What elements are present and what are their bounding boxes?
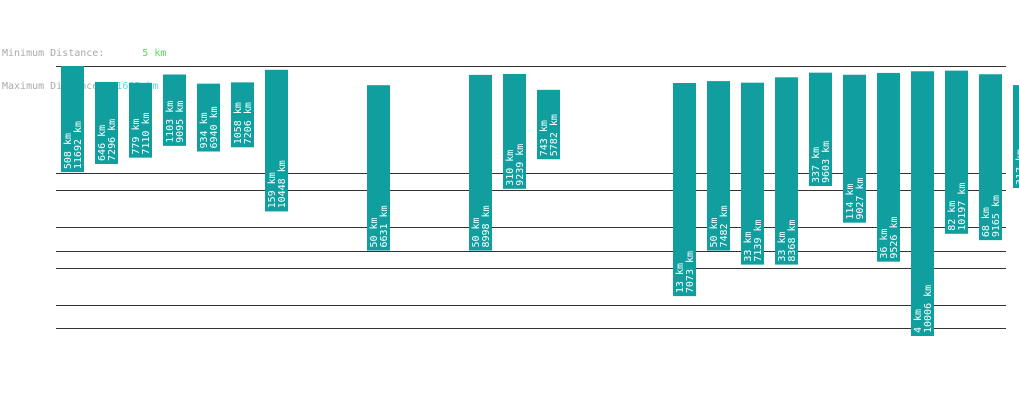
distance-bar: [1013, 85, 1019, 189]
distance-bar-group: 68 km 9165 km: [979, 74, 1002, 241]
bar-min-label: 13 km: [675, 263, 686, 293]
distance-bar-group: 310 km 9239 km: [503, 73, 526, 189]
distance-bar-group: 50 km 6631 km: [367, 85, 390, 251]
bar-min-label: 82 km: [947, 201, 958, 231]
bar-min-label: 36 km: [879, 229, 890, 259]
distance-bar-group: 82 km 10197 km: [945, 70, 968, 234]
distance-bar: [197, 83, 220, 152]
bar-max-label: 7482 km: [719, 205, 730, 247]
bar-min-label: 934 km: [199, 112, 210, 148]
bar-min-label: 743 km: [539, 120, 550, 156]
distance-bar: [945, 70, 968, 234]
bar-min-label: 779 km: [131, 119, 142, 155]
distance-bar-group: 36 km 9526 km: [877, 72, 900, 262]
distance-bar-group: 1058 km 7206 km: [231, 82, 254, 148]
distance-bar-group: 13 km 7073 km: [673, 83, 696, 297]
bar-max-label: 9095 km: [175, 101, 186, 143]
distance-bar: [95, 81, 118, 164]
distance-bar: [979, 74, 1002, 241]
distance-bar: [741, 82, 764, 265]
bar-min-label: 4 km: [913, 309, 924, 333]
distance-bar: [367, 85, 390, 251]
bar-max-label: 9165 km: [991, 195, 1002, 237]
distance-bar-group: 646 km 7296 km: [95, 81, 118, 164]
bar-min-label: 33 km: [743, 231, 754, 261]
bar-min-label: 50 km: [709, 217, 720, 247]
bar-min-label: 337 km: [811, 147, 822, 183]
bar-max-label: 6940 km: [209, 106, 220, 148]
bar-max-label: 6631 km: [379, 205, 390, 247]
distance-bar-group: 114 km 9027 km: [843, 74, 866, 223]
distance-bar: [707, 81, 730, 251]
bar-min-label: 1058 km: [233, 102, 244, 144]
distance-bar-group: 33 km 8368 km: [775, 77, 798, 265]
distance-bar: [163, 74, 186, 146]
bar-min-label: 508 km: [63, 133, 74, 169]
distance-bar-group: 779 km 7110 km: [129, 82, 152, 158]
max-distance-value: 11693 km: [110, 81, 159, 92]
min-distance-label: Minimum Distance:: [2, 48, 105, 59]
bar-max-label: 10197 km: [957, 183, 968, 231]
bar-max-label: 7206 km: [243, 102, 254, 144]
bar-min-label: 33 km: [777, 231, 788, 261]
distance-bar-group: 50 km 8998 km: [469, 74, 492, 251]
bar-max-label: 9027 km: [855, 178, 866, 220]
distance-bar: [469, 74, 492, 251]
distance-bar-group: 337 km 9603 km: [809, 72, 832, 186]
bar-min-label: 114 km: [845, 184, 856, 220]
bar-max-label: 5782 km: [549, 114, 560, 156]
bar-max-label: 9526 km: [889, 217, 900, 259]
distance-bar-group: 1103 km 9095 km: [163, 74, 186, 146]
bar-max-label: 10006 km: [923, 285, 934, 333]
bar-max-label: 10448 km: [277, 160, 288, 208]
bar-min-label: 646 km: [97, 125, 108, 161]
distance-bar: [775, 77, 798, 265]
distance-bar-group: 934 km 6940 km: [197, 83, 220, 152]
distance-bar-group: 159 km 10448 km: [265, 69, 288, 212]
min-distance-row: Minimum Distance: 5 km: [2, 48, 166, 59]
distance-bar: [265, 69, 288, 212]
distance-bar-group: 4 km 10006 km: [911, 71, 934, 337]
bar-max-label: 9239 km: [515, 144, 526, 186]
distance-bar: [503, 73, 526, 189]
bar-max-label: 7296 km: [107, 119, 118, 161]
bar-min-label: 159 km: [267, 172, 278, 208]
distance-bar: [129, 82, 152, 158]
bar-max-label: 8368 km: [787, 219, 798, 261]
bar-max-label: 7073 km: [685, 251, 696, 293]
distance-bar-group: 33 km 7139 km: [741, 82, 764, 265]
bar-max-label: 7110 km: [141, 112, 152, 154]
bar-min-label: 1103 km: [165, 101, 176, 143]
distance-bar: [843, 74, 866, 223]
distance-bar: [911, 71, 934, 337]
distance-bar-group: 50 km 7482 km: [707, 81, 730, 251]
bar-min-label: 68 km: [981, 207, 992, 237]
distance-bar: [61, 66, 84, 173]
bar-max-label: 8998 km: [481, 205, 492, 247]
bar-min-label: 317 km: [1015, 149, 1019, 185]
bar-max-label: 9603 km: [821, 141, 832, 183]
distance-bar: [231, 82, 254, 148]
bar-max-label: 11692 km: [73, 121, 84, 169]
distance-bar-group: 508 km 11692 km: [61, 66, 84, 173]
min-distance-value: 5 km: [142, 48, 167, 59]
distance-bar: [809, 72, 832, 186]
distance-bar: [673, 83, 696, 297]
distance-bar: [877, 72, 900, 262]
bars: 508 km 11692 km 646 km 7296 km 779 km 7110 km…: [61, 66, 1019, 337]
bar-max-label: 7139 km: [753, 219, 764, 261]
bar-min-label: 310 km: [505, 150, 516, 186]
bar-min-label: 50 km: [471, 217, 482, 247]
distance-bar-group: 743 km 5782 km: [537, 89, 560, 160]
distance-bar: [537, 89, 560, 160]
bar-min-label: 50 km: [369, 217, 380, 247]
distance-bar-group: 317 km6656 km: [1013, 85, 1019, 189]
